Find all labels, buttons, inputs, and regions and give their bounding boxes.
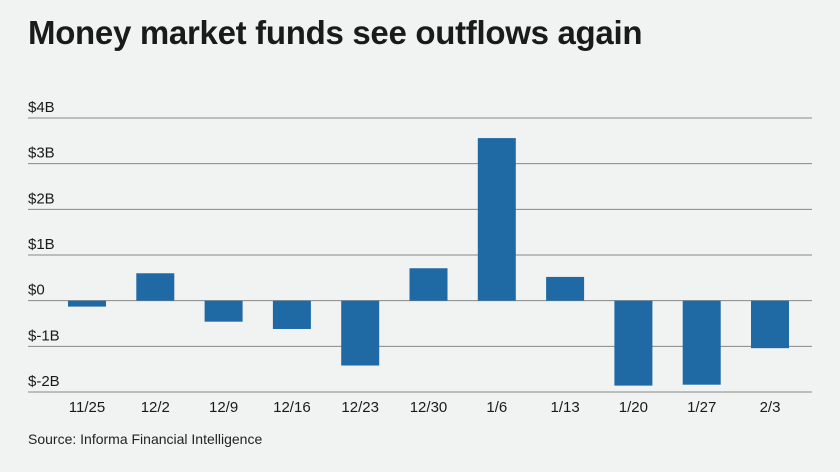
x-tick-label: 2/3 bbox=[760, 399, 781, 416]
bar-11-25 bbox=[68, 300, 106, 307]
chart-title: Money market funds see outflows again bbox=[28, 14, 643, 51]
bar-1-20 bbox=[614, 300, 653, 386]
y-axis: $4B $3B $2B $1B $0 $-1B $-2B bbox=[28, 99, 60, 390]
y-tick-label: $2B bbox=[28, 190, 55, 207]
x-tick-label: 1/13 bbox=[550, 399, 579, 416]
bar-12-16 bbox=[272, 300, 311, 329]
y-tick-label: $-1B bbox=[28, 327, 60, 344]
bar-12-9 bbox=[204, 300, 243, 322]
bar-2-3 bbox=[751, 300, 789, 349]
source-note: Source: Informa Financial Intelligence bbox=[28, 431, 263, 447]
x-axis: 11/25 12/2 12/9 12/16 12/23 12/30 1/6 1/13 1/20 1… bbox=[69, 399, 781, 416]
bar-12-23 bbox=[341, 300, 380, 366]
bar-1-27 bbox=[682, 300, 721, 385]
y-tick-label: $0 bbox=[28, 282, 45, 299]
x-tick-label: 12/23 bbox=[341, 399, 379, 416]
bar-12-30 bbox=[409, 268, 448, 301]
x-tick-label: 1/6 bbox=[486, 399, 507, 416]
x-tick-label: 12/9 bbox=[209, 399, 238, 416]
bar-12-2 bbox=[136, 273, 175, 301]
y-tick-label: $4B bbox=[28, 99, 55, 116]
x-tick-label: 12/30 bbox=[410, 399, 448, 416]
gridlines bbox=[28, 117, 812, 393]
bar-1-13 bbox=[546, 276, 585, 301]
x-tick-label: 11/25 bbox=[69, 399, 105, 416]
y-tick-label: $1B bbox=[28, 236, 55, 253]
bars bbox=[68, 138, 789, 386]
bar-1-6 bbox=[477, 138, 516, 301]
x-tick-label: 1/20 bbox=[619, 399, 648, 416]
x-tick-label: 12/2 bbox=[141, 399, 170, 416]
y-tick-label: $-2B bbox=[28, 373, 60, 390]
x-tick-label: 12/16 bbox=[273, 399, 311, 416]
x-tick-label: 1/27 bbox=[687, 399, 716, 416]
y-tick-label: $3B bbox=[28, 145, 55, 162]
bar-chart: $4B $3B $2B $1B $0 $-1B $-2B 11/25 12/2 12/9 12/1… bbox=[28, 99, 812, 416]
